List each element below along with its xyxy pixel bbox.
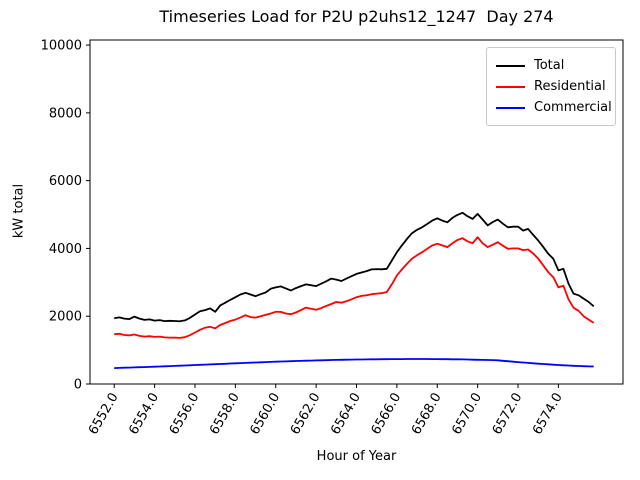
- x-tick-label: 6572.0: [490, 391, 526, 438]
- legend-line-icon: [496, 64, 525, 67]
- legend-line-icon: [496, 85, 525, 88]
- y-tick-label: 4000: [49, 242, 82, 257]
- x-tick-label: 6562.0: [288, 391, 324, 438]
- legend-label: Total: [534, 58, 565, 73]
- x-tick-label: 6568.0: [409, 391, 445, 438]
- series-line-total: [114, 211, 595, 323]
- x-tick-label: 6556.0: [167, 391, 203, 438]
- x-tick-label: 6554.0: [126, 391, 162, 438]
- x-tick-label: 6570.0: [449, 391, 485, 438]
- y-tick-label: 6000: [49, 174, 82, 189]
- x-tick-label: 6574.0: [530, 391, 566, 438]
- x-tick-label: 6552.0: [86, 391, 122, 438]
- y-tick-label: 0: [74, 378, 82, 393]
- x-tick-label: 6566.0: [369, 391, 405, 438]
- legend: Total Residential Commercial: [486, 47, 616, 126]
- y-tick-label: 10000: [41, 39, 82, 54]
- x-tick-label: 6558.0: [207, 391, 243, 438]
- y-tick-label: 2000: [49, 310, 82, 325]
- x-axis-label: Hour of Year: [316, 449, 397, 464]
- legend-item-residential: Residential: [496, 76, 607, 97]
- legend-label: Commercial: [534, 100, 612, 115]
- series-line-residential: [114, 236, 595, 339]
- legend-item-commercial: Commercial: [496, 97, 612, 118]
- legend-label: Residential: [534, 79, 606, 94]
- chart-title: Timeseries Load for P2U p2uhs12_1247 Day…: [159, 7, 554, 26]
- legend-item-total: Total: [496, 55, 607, 76]
- y-tick-label: 8000: [49, 106, 82, 121]
- x-tick-label: 6564.0: [328, 391, 364, 438]
- legend-line-icon: [496, 106, 525, 109]
- series-line-commercial: [114, 358, 594, 369]
- x-tick-label: 6560.0: [247, 391, 283, 438]
